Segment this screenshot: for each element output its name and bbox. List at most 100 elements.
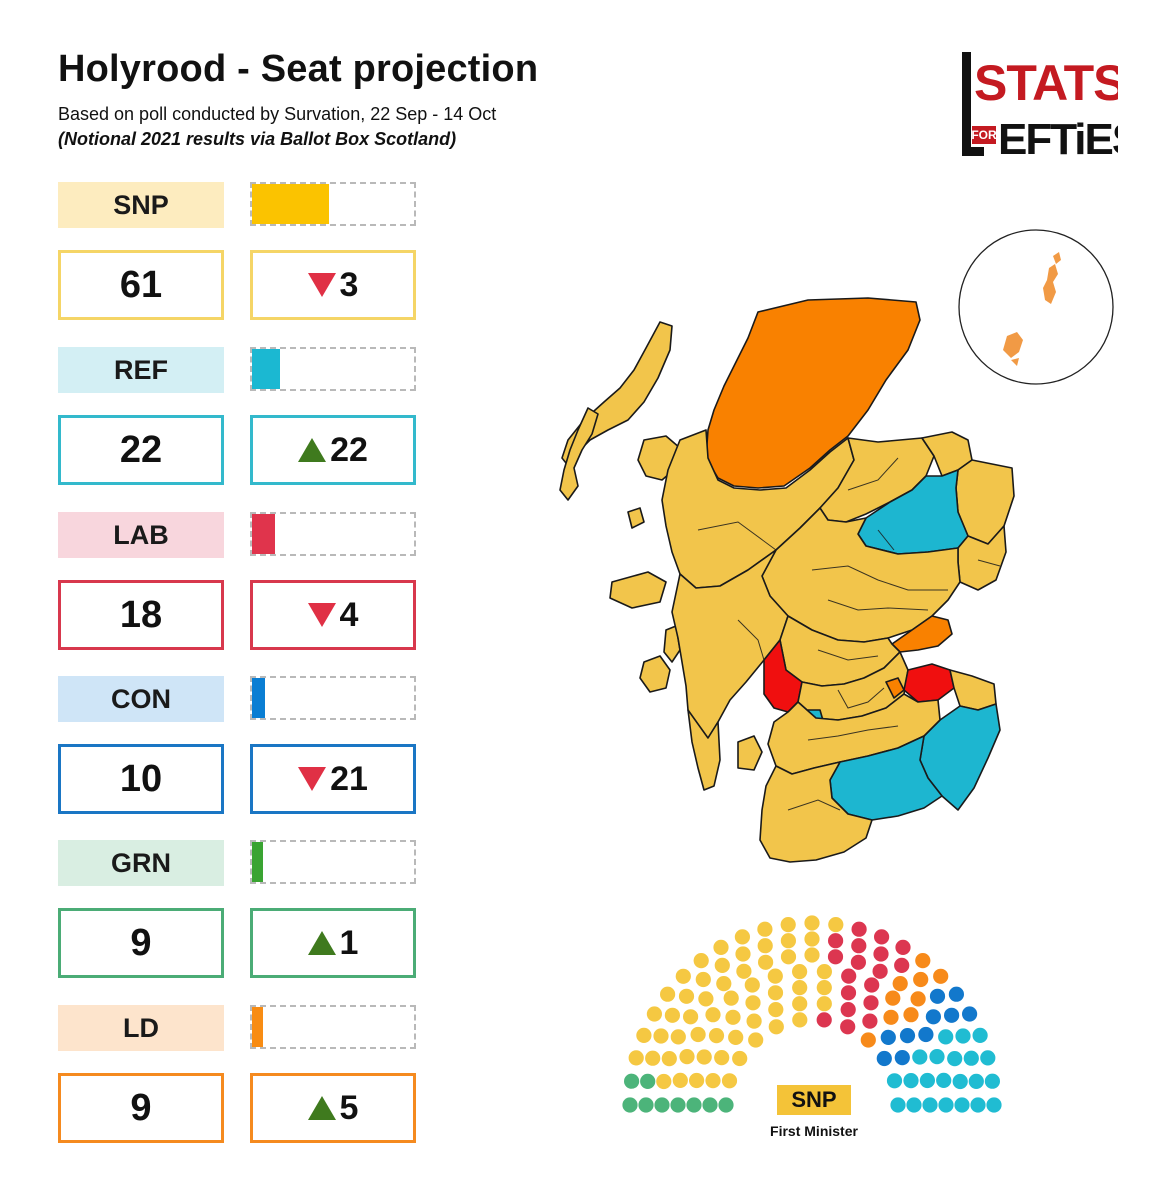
- seat-dot-snp: [661, 1051, 677, 1067]
- seat-dot-snp: [828, 917, 844, 933]
- seat-dot-ref: [922, 1097, 938, 1113]
- seat-dot-ref: [903, 1073, 919, 1089]
- scotland-constituency-map: [559, 297, 1015, 863]
- seat-dot-snp: [721, 1073, 738, 1089]
- seat-bar: [252, 184, 329, 224]
- seat-dot-snp: [758, 954, 774, 970]
- seat-dot-ref: [972, 1027, 988, 1043]
- seat-dot-ref: [986, 1097, 1002, 1113]
- seat-dot-lab: [863, 995, 879, 1011]
- seat-dot-ld: [860, 1032, 876, 1048]
- seat-count: 9: [58, 908, 224, 978]
- change-value: 21: [330, 759, 368, 798]
- chart-subtitle: Based on poll conducted by Survation, 22…: [58, 104, 497, 124]
- seat-dot-snp: [732, 1050, 748, 1067]
- change-arrow-icon: [307, 1096, 336, 1120]
- seat-change: 5: [250, 1073, 416, 1143]
- seat-dot-snp: [744, 977, 760, 993]
- seat-dot-snp: [768, 1002, 784, 1018]
- change-value: 5: [339, 1088, 359, 1127]
- seat-dot-snp: [757, 921, 773, 937]
- change-arrow-icon: [298, 767, 327, 791]
- seat-bar-track: [250, 182, 416, 226]
- party-block-grn: GRN 9 1: [58, 840, 420, 980]
- seat-dot-snp: [804, 947, 820, 963]
- seat-dot-con: [876, 1050, 892, 1067]
- seat-dot-grn: [622, 1097, 638, 1113]
- seat-dot-grn: [638, 1097, 654, 1113]
- seat-count: 61: [58, 250, 224, 320]
- first-minister-caption: First Minister: [770, 1123, 858, 1139]
- inset-orkney: [1003, 332, 1023, 358]
- map-region-highlands: [705, 297, 921, 489]
- seat-dot-con: [894, 1050, 910, 1066]
- party-block-snp: SNP 61 3: [58, 182, 420, 322]
- seat-dot-snp: [767, 968, 783, 984]
- seat-dot-snp: [705, 1073, 721, 1089]
- seat-dot-snp: [678, 988, 695, 1004]
- seat-dot-grn: [686, 1097, 702, 1113]
- seat-bar-track: [250, 840, 416, 884]
- seat-dot-snp: [728, 1029, 744, 1045]
- party-label: CON: [58, 676, 224, 722]
- map-region-uist: [559, 407, 599, 501]
- seat-dot-con: [918, 1026, 934, 1043]
- seat-dot-snp: [716, 976, 732, 992]
- map-region-mull: [609, 571, 667, 609]
- seat-dot-lab: [841, 968, 857, 984]
- party-label: LAB: [58, 512, 224, 558]
- seat-dot-con: [944, 1007, 960, 1023]
- seat-count: 10: [58, 744, 224, 814]
- inset-shetland: [1043, 264, 1058, 304]
- seat-dot-ref: [954, 1097, 970, 1113]
- seat-dot-lab: [895, 939, 911, 955]
- seat-dot-lab: [873, 946, 889, 962]
- seat-dot-ref: [952, 1073, 968, 1090]
- seat-change: 3: [250, 250, 416, 320]
- seat-bar: [252, 1007, 264, 1047]
- seat-dot-lab: [851, 938, 867, 954]
- seat-dot-grn: [654, 1097, 670, 1113]
- change-value: 22: [330, 430, 368, 469]
- seat-dot-snp: [645, 1050, 661, 1066]
- seat-dot-grn: [702, 1097, 718, 1113]
- seat-dot-snp: [780, 917, 796, 933]
- seat-dot-con: [925, 1009, 941, 1025]
- seat-change: 4: [250, 580, 416, 650]
- seat-dot-snp: [816, 996, 832, 1012]
- map-region-argyll: [671, 549, 789, 739]
- seat-dot-snp: [628, 1050, 644, 1066]
- seat-dot-snp: [713, 939, 729, 955]
- seat-dot-snp: [792, 996, 808, 1012]
- seat-dot-ref: [938, 1097, 954, 1113]
- seat-dot-snp: [664, 1007, 680, 1023]
- seat-dot-ld: [903, 1007, 919, 1023]
- seat-dot-snp: [816, 964, 832, 980]
- seat-dot-con: [929, 988, 946, 1004]
- seat-dot-ref: [890, 1097, 906, 1113]
- party-label: LD: [58, 1005, 224, 1051]
- seat-dot-snp: [693, 953, 709, 969]
- seat-dot-ref: [968, 1073, 984, 1089]
- seat-dot-snp: [660, 986, 676, 1002]
- seat-dot-snp: [670, 1029, 686, 1045]
- seat-dot-snp: [816, 980, 832, 996]
- seat-dot-lab: [827, 949, 844, 965]
- seat-dot-lab: [874, 929, 890, 945]
- seat-dot-ref: [984, 1073, 1000, 1089]
- seat-dot-snp: [723, 990, 739, 1006]
- northern-isles-inset: [958, 229, 1114, 385]
- seat-bar: [252, 349, 280, 389]
- seat-dot-snp: [679, 1049, 695, 1065]
- seat-dot-grn: [718, 1097, 734, 1113]
- seat-dot-con: [899, 1028, 916, 1044]
- seat-dot-grn: [624, 1073, 640, 1089]
- change-value: 3: [339, 265, 359, 304]
- seat-bar: [252, 842, 264, 882]
- party-block-ld: LD 9 5: [58, 1005, 420, 1145]
- seat-dot-snp: [735, 946, 751, 962]
- seat-dot-lab: [862, 1013, 878, 1029]
- map-region-jura: [663, 625, 681, 663]
- seat-dot-snp: [708, 1028, 725, 1044]
